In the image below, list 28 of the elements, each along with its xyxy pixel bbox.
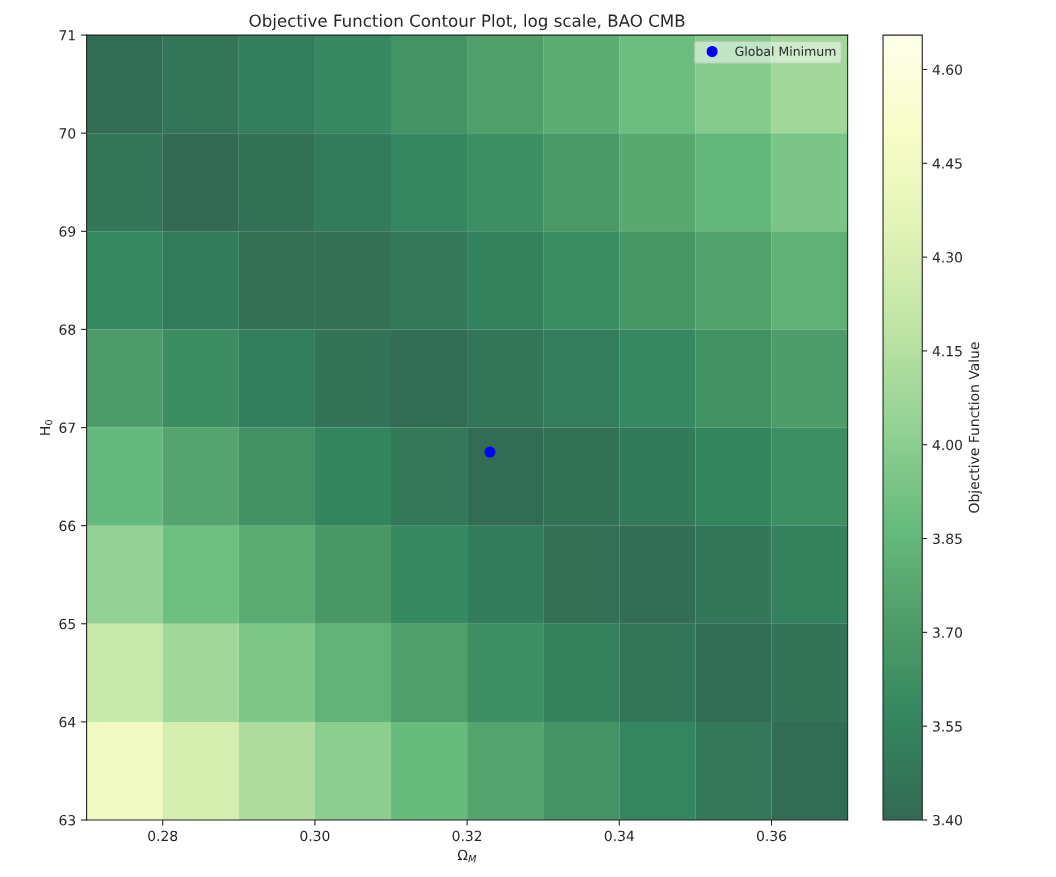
color-bar-label: 4.15 [932, 346, 962, 357]
y-axis-title: H$_{0}$ [39, 420, 53, 435]
color-bar-label: 3.40 [933, 814, 962, 826]
x-tick-label: 0.28 [148, 830, 178, 842]
y-tick-label: 67 [59, 422, 75, 434]
x-tick-label: 0.34 [604, 830, 634, 842]
y-tick-label: 69 [59, 226, 76, 237]
x-tick-label: 0.36 [756, 830, 787, 842]
color-bar-label: 4.60 [932, 64, 962, 75]
color-bar-label: 3.55 [933, 721, 962, 732]
y-tick-label: 68 [59, 324, 76, 335]
color-bar-label: 4.00 [932, 439, 962, 451]
y-tick-label: 63 [59, 814, 76, 826]
y-tick-label: 64 [59, 716, 76, 728]
color-bar-label: 4.30 [932, 252, 962, 263]
x-tick-label: 0.32 [452, 830, 482, 842]
color-bar-title: Objective Function Value [968, 342, 982, 513]
chart-title: Objective Function Contour Plot, log scale, BAO CMB [249, 14, 685, 31]
color-bar-label: 3.85 [933, 533, 962, 545]
y-tick-label: 71 [59, 30, 75, 41]
y-tick-label: 70 [59, 128, 76, 139]
color-bar-label: 4.45 [932, 158, 962, 169]
y-tick-label: 65 [59, 618, 75, 630]
color-bar-label: 3.70 [933, 627, 962, 638]
x-axis-title: Ω$_{M}$ [457, 849, 477, 863]
y-tick-label: 66 [59, 520, 76, 532]
x-tick-label: 0.30 [300, 830, 330, 842]
legend-label: Global Minimum [735, 46, 836, 57]
